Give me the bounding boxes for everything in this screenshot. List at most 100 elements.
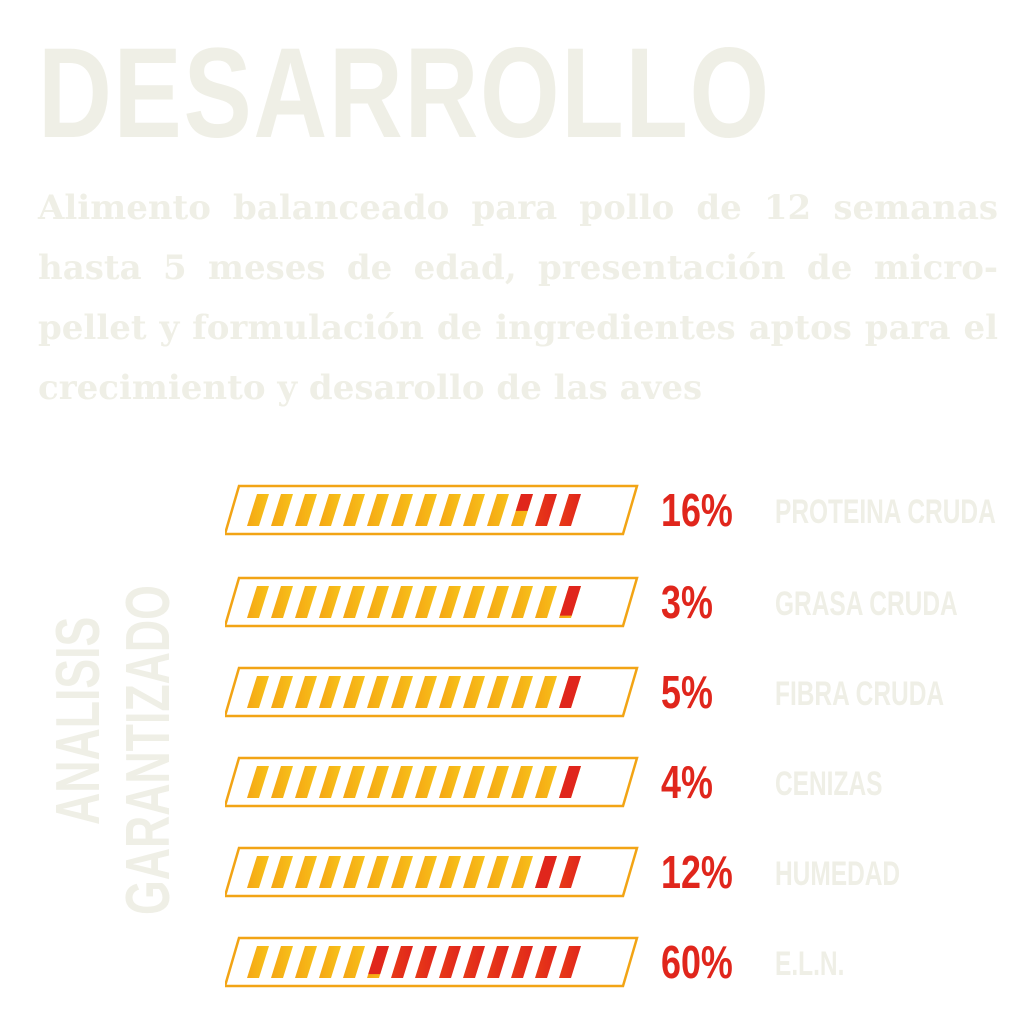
gauge-segment bbox=[439, 676, 461, 708]
gauge-segment bbox=[487, 676, 509, 708]
gauge-segment bbox=[295, 586, 317, 618]
gauge-segment bbox=[487, 766, 509, 798]
gauge-segment bbox=[391, 766, 413, 798]
gauge-segment bbox=[535, 586, 557, 618]
product-description: Alimento balanceado para pollo de 12 sem… bbox=[38, 188, 998, 408]
gauge-segment bbox=[247, 586, 269, 618]
gauge-segment bbox=[535, 766, 557, 798]
gauge-segment bbox=[415, 766, 437, 798]
gauge-bar bbox=[225, 484, 639, 536]
gauge-segment bbox=[295, 856, 317, 888]
gauge-segment bbox=[367, 586, 389, 618]
gauge-segment bbox=[487, 494, 509, 526]
gauge-segment bbox=[247, 766, 269, 798]
gauge-segment bbox=[367, 946, 389, 978]
gauge-segment bbox=[295, 494, 317, 526]
gauge-segment bbox=[271, 586, 293, 618]
gauge-segment bbox=[559, 946, 581, 978]
gauge-segment bbox=[535, 676, 557, 708]
gauge-segment bbox=[487, 586, 509, 618]
gauge-segment bbox=[343, 494, 365, 526]
gauge-segment bbox=[295, 766, 317, 798]
analysis-label: GRASA CRUDA bbox=[775, 585, 958, 623]
gauge-segment bbox=[439, 766, 461, 798]
analysis-label: HUMEDAD bbox=[775, 855, 901, 893]
gauge-segment bbox=[463, 676, 485, 708]
gauge-segment-red-part bbox=[559, 766, 581, 798]
gauge-segment bbox=[391, 676, 413, 708]
analysis-percent: 5% bbox=[661, 666, 713, 718]
analysis-label: FIBRA CRUDA bbox=[775, 675, 945, 713]
gauge-segment bbox=[535, 946, 557, 978]
analysis-row-fibra: 5% FIBRA CRUDA bbox=[225, 666, 1015, 718]
gauge-segment bbox=[463, 856, 485, 888]
gauge-segment bbox=[511, 766, 533, 798]
gauge-segment bbox=[247, 676, 269, 708]
gauge-segment bbox=[391, 494, 413, 526]
gauge-segment-red-part bbox=[515, 494, 533, 511]
gauge-bar bbox=[225, 756, 639, 808]
gauge-segment bbox=[463, 586, 485, 618]
analysis-row-humedad: 12% HUMEDAD bbox=[225, 846, 1015, 898]
gauge-segment bbox=[391, 946, 413, 978]
gauge-segment bbox=[367, 766, 389, 798]
gauge-segment bbox=[511, 586, 533, 618]
gauge-bar bbox=[225, 666, 639, 718]
gauge-segment bbox=[559, 856, 581, 888]
analysis-percent: 16% bbox=[661, 484, 733, 536]
gauge-segment bbox=[415, 676, 437, 708]
gauge-segment bbox=[271, 766, 293, 798]
gauge-segment bbox=[463, 946, 485, 978]
gauge-segment bbox=[559, 494, 581, 526]
gauge-segment bbox=[487, 856, 509, 888]
gauge-segment bbox=[391, 856, 413, 888]
gauge-segment bbox=[463, 766, 485, 798]
gauge-segment bbox=[391, 586, 413, 618]
gauge-segment bbox=[271, 946, 293, 978]
gauge-segment bbox=[319, 676, 341, 708]
analysis-percent: 60% bbox=[661, 936, 733, 988]
gauge-bar bbox=[225, 846, 639, 898]
gauge-segment bbox=[439, 494, 461, 526]
vertical-heading-line-1: ANALISIS bbox=[44, 616, 113, 825]
gauge-segment bbox=[295, 676, 317, 708]
gauge-segment-red-part bbox=[559, 586, 581, 616]
analysis-vertical-heading: ANALISIS GARANTIZADO bbox=[44, 555, 194, 915]
gauge-frame bbox=[225, 756, 639, 808]
analysis-percent: 3% bbox=[661, 576, 713, 628]
gauge-segment bbox=[343, 766, 365, 798]
analysis-label: E.L.N. bbox=[775, 945, 845, 983]
gauge-segment-red-part bbox=[368, 946, 389, 975]
gauge-segment bbox=[415, 494, 437, 526]
gauge-frame bbox=[225, 846, 639, 898]
gauge-segment bbox=[247, 494, 269, 526]
gauge-segment bbox=[367, 856, 389, 888]
gauge-segment bbox=[535, 494, 557, 526]
gauge-frame bbox=[225, 666, 639, 718]
gauge-segment bbox=[271, 676, 293, 708]
gauge-segment bbox=[559, 766, 581, 798]
gauge-segment bbox=[247, 946, 269, 978]
gauge-segment bbox=[559, 586, 581, 618]
analysis-percent: 12% bbox=[661, 846, 733, 898]
gauge-segment bbox=[415, 856, 437, 888]
vertical-heading-line-2: GARANTIZADO bbox=[114, 585, 183, 915]
gauge-bar bbox=[225, 936, 639, 988]
gauge-segment bbox=[343, 676, 365, 708]
gauge-segment bbox=[439, 856, 461, 888]
gauge-segment bbox=[367, 676, 389, 708]
gauge-segment bbox=[319, 856, 341, 888]
gauge-segment bbox=[343, 856, 365, 888]
analysis-label: PROTEINA CRUDA bbox=[775, 493, 996, 531]
gauge-segment bbox=[271, 856, 293, 888]
gauge-segment bbox=[247, 856, 269, 888]
gauge-segment bbox=[535, 856, 557, 888]
gauge-segment bbox=[319, 766, 341, 798]
gauge-segment bbox=[271, 494, 293, 526]
analysis-percent: 4% bbox=[661, 756, 713, 808]
gauge-frame bbox=[225, 484, 639, 536]
analysis-row-grasa: 3% GRASA CRUDA bbox=[225, 576, 1015, 628]
gauge-segment bbox=[343, 586, 365, 618]
analysis-row-proteina: 16% PROTEINA CRUDA bbox=[225, 484, 1015, 536]
gauge-segment bbox=[439, 586, 461, 618]
